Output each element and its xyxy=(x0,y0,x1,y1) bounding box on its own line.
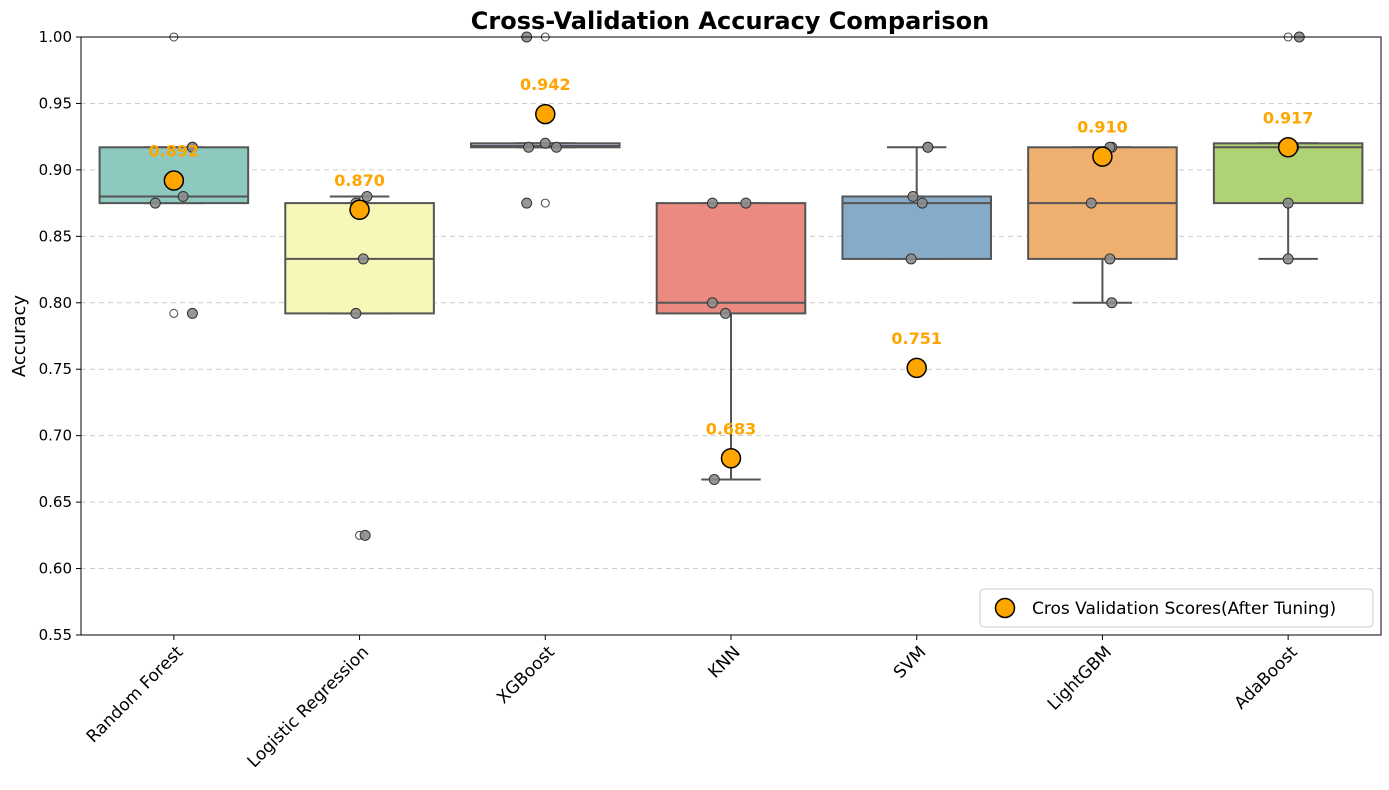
legend-marker xyxy=(994,597,1016,619)
axes: 0.55 0.60 0.65 0.70 0.75 0.80 0.85 0.90 0.95 1.00… xyxy=(39,28,1302,772)
score-point xyxy=(349,199,370,221)
box-body xyxy=(655,202,807,315)
x-tick-label: LightGBM xyxy=(1044,642,1116,714)
score-point xyxy=(535,103,556,125)
y-tick-label: 0.80 xyxy=(39,294,72,312)
score-label: 0.892 xyxy=(149,142,200,161)
x-tick-label: XGBoost xyxy=(493,642,559,708)
fold-point xyxy=(177,190,189,202)
fold-point xyxy=(357,253,369,265)
fold-point xyxy=(1104,253,1116,265)
x-tick-label: AdaBoost xyxy=(1231,642,1302,713)
score-label: 0.683 xyxy=(706,419,757,438)
fold-point xyxy=(350,307,362,319)
y-tick-label: 0.70 xyxy=(39,427,72,445)
legend-label: Cros Validation Scores(After Tuning) xyxy=(1032,599,1336,619)
fold-point xyxy=(740,197,752,209)
legend-box xyxy=(979,588,1374,628)
fold-point xyxy=(550,141,562,153)
fold-point xyxy=(1282,197,1294,209)
fold-point xyxy=(186,141,198,153)
fold-point xyxy=(922,141,934,153)
score-point xyxy=(1092,146,1113,167)
y-tick-label: 0.65 xyxy=(39,493,72,511)
y-tick-label: 1.00 xyxy=(39,28,72,46)
box-body xyxy=(841,195,993,260)
tuned-scores: 0.892 0.870 0.942 0.683 0.751 0.910 0.917 xyxy=(149,75,1314,469)
fold-point xyxy=(539,137,551,149)
x-tick-label: Logistic Regression xyxy=(244,642,373,771)
fold-point xyxy=(905,253,917,265)
fold-point xyxy=(1106,297,1118,309)
y-tick-label: 0.75 xyxy=(39,360,72,378)
score-label: 0.910 xyxy=(1077,118,1128,137)
score-point xyxy=(720,448,742,469)
fold-point xyxy=(907,190,919,202)
fold-point xyxy=(361,190,373,202)
fold-point xyxy=(1085,197,1097,209)
x-tick-label: KNN xyxy=(705,642,745,682)
score-label: 0.751 xyxy=(891,329,942,348)
x-tick-label: SVM xyxy=(890,642,930,682)
y-axis-label: Accuracy xyxy=(9,295,30,378)
box-4 xyxy=(841,146,993,260)
fold-point xyxy=(916,197,928,209)
fold-point xyxy=(706,197,718,209)
y-tick-label: 0.85 xyxy=(39,227,72,245)
fold-point xyxy=(359,529,371,541)
fold-point xyxy=(708,474,720,486)
score-point xyxy=(163,170,185,191)
fold-point xyxy=(149,197,161,209)
score-label: 0.942 xyxy=(520,75,571,94)
chart-title: Cross-Validation Accuracy Comparison xyxy=(471,7,989,35)
y-tick-label: 0.95 xyxy=(39,94,72,112)
y-tick-label: 0.55 xyxy=(39,626,72,644)
y-tick-label: 0.60 xyxy=(39,560,72,578)
fold-point xyxy=(521,197,533,209)
score-point xyxy=(906,357,927,379)
score-label: 0.917 xyxy=(1263,108,1314,127)
fold-point xyxy=(1282,253,1294,265)
x-tick-label: Random Forest xyxy=(83,642,188,747)
score-point xyxy=(1277,137,1299,158)
legend: Cros Validation Scores(After Tuning) xyxy=(979,588,1374,628)
fold-point xyxy=(186,307,198,319)
box-1 xyxy=(284,195,435,540)
fold-point xyxy=(706,297,718,309)
y-tick-label: 0.90 xyxy=(39,161,72,179)
box-flier xyxy=(169,308,179,318)
box-flier xyxy=(540,198,550,208)
box-5 xyxy=(1027,146,1178,304)
fold-point xyxy=(719,307,731,319)
fold-point xyxy=(523,141,535,153)
score-label: 0.870 xyxy=(334,171,385,190)
